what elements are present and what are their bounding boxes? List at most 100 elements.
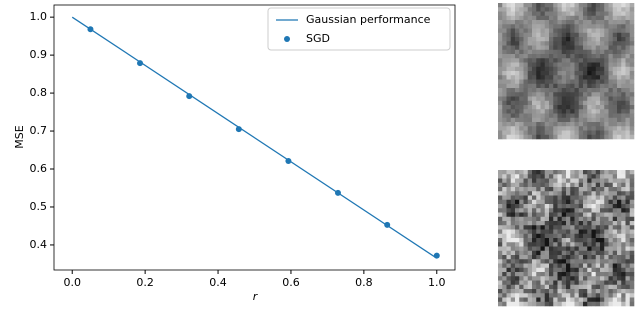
pixel xyxy=(502,126,507,131)
pixel xyxy=(621,174,626,179)
pixel xyxy=(621,88,626,93)
pixel xyxy=(541,131,546,136)
pixel xyxy=(609,3,614,8)
pixel xyxy=(592,196,597,201)
pixel xyxy=(600,255,605,260)
pixel xyxy=(583,242,588,247)
pixel xyxy=(617,135,622,140)
pixel xyxy=(566,174,571,179)
pixel xyxy=(519,208,524,213)
pixel xyxy=(562,251,567,256)
pixel xyxy=(528,58,533,63)
pixel xyxy=(626,118,631,123)
pixel xyxy=(519,183,524,188)
pixel xyxy=(545,29,550,34)
pixel xyxy=(621,67,626,72)
pixel xyxy=(575,196,580,201)
pixel xyxy=(515,131,520,136)
pixel xyxy=(613,54,618,59)
pixel xyxy=(579,80,584,85)
pixel xyxy=(579,54,584,59)
pixel xyxy=(583,122,588,127)
pixel xyxy=(558,230,563,235)
pixel xyxy=(519,174,524,179)
pixel xyxy=(545,230,550,235)
pixel xyxy=(562,225,567,230)
pixel xyxy=(549,285,554,290)
pixel xyxy=(498,41,503,46)
pixel xyxy=(507,63,512,68)
pixel xyxy=(507,16,512,21)
pixel xyxy=(562,12,567,17)
point xyxy=(335,190,341,196)
pixel xyxy=(498,213,503,218)
pixel xyxy=(570,196,575,201)
pixel xyxy=(558,114,563,119)
pixel xyxy=(562,122,567,127)
pixel xyxy=(609,7,614,12)
pixel xyxy=(562,268,567,273)
pixel xyxy=(592,302,597,307)
pixel xyxy=(502,217,507,222)
pixel xyxy=(604,234,609,239)
pixel xyxy=(621,251,626,256)
pixel xyxy=(600,276,605,281)
pixel xyxy=(541,88,546,93)
pixel xyxy=(583,105,588,110)
pixel xyxy=(502,238,507,243)
pixel xyxy=(630,247,635,252)
pixel xyxy=(621,114,626,119)
pixel xyxy=(579,37,584,42)
pixel xyxy=(502,221,507,226)
pixel xyxy=(566,187,571,192)
pixel xyxy=(617,67,622,72)
pixel xyxy=(507,259,512,264)
pixel xyxy=(511,135,516,140)
pixel xyxy=(613,276,618,281)
pixel xyxy=(617,204,622,209)
pixel xyxy=(553,80,558,85)
pixel xyxy=(498,84,503,89)
pixel xyxy=(575,109,580,114)
pixel xyxy=(502,255,507,260)
pixel xyxy=(558,251,563,256)
pixel xyxy=(575,213,580,218)
pixel xyxy=(579,272,584,277)
pixel xyxy=(600,259,605,264)
pixel xyxy=(558,213,563,218)
pixel xyxy=(630,109,635,114)
pixel xyxy=(596,272,601,277)
pixel xyxy=(600,16,605,21)
pixel xyxy=(553,191,558,196)
pixel xyxy=(575,67,580,72)
pixel xyxy=(502,196,507,201)
pixel xyxy=(562,50,567,55)
pixel xyxy=(626,191,631,196)
pixel xyxy=(515,12,520,17)
pixel xyxy=(613,126,618,131)
pixel xyxy=(566,251,571,256)
pixel xyxy=(587,114,592,119)
pixel xyxy=(541,24,546,29)
pixel xyxy=(528,109,533,114)
pixel xyxy=(507,225,512,230)
pixel xyxy=(541,170,546,175)
pixel xyxy=(549,88,554,93)
pixel xyxy=(545,131,550,136)
pixel xyxy=(613,75,618,80)
pixel xyxy=(587,33,592,38)
pixel xyxy=(507,276,512,281)
pixel xyxy=(507,293,512,298)
pixel xyxy=(511,230,516,235)
pixel xyxy=(528,7,533,12)
pixel xyxy=(515,41,520,46)
pixel xyxy=(511,276,516,281)
pixel xyxy=(587,105,592,110)
pixel xyxy=(570,122,575,127)
pixel xyxy=(579,105,584,110)
pixel xyxy=(583,41,588,46)
pixel xyxy=(630,37,635,42)
pixel xyxy=(562,285,567,290)
pixel xyxy=(617,191,622,196)
pixel xyxy=(549,196,554,201)
